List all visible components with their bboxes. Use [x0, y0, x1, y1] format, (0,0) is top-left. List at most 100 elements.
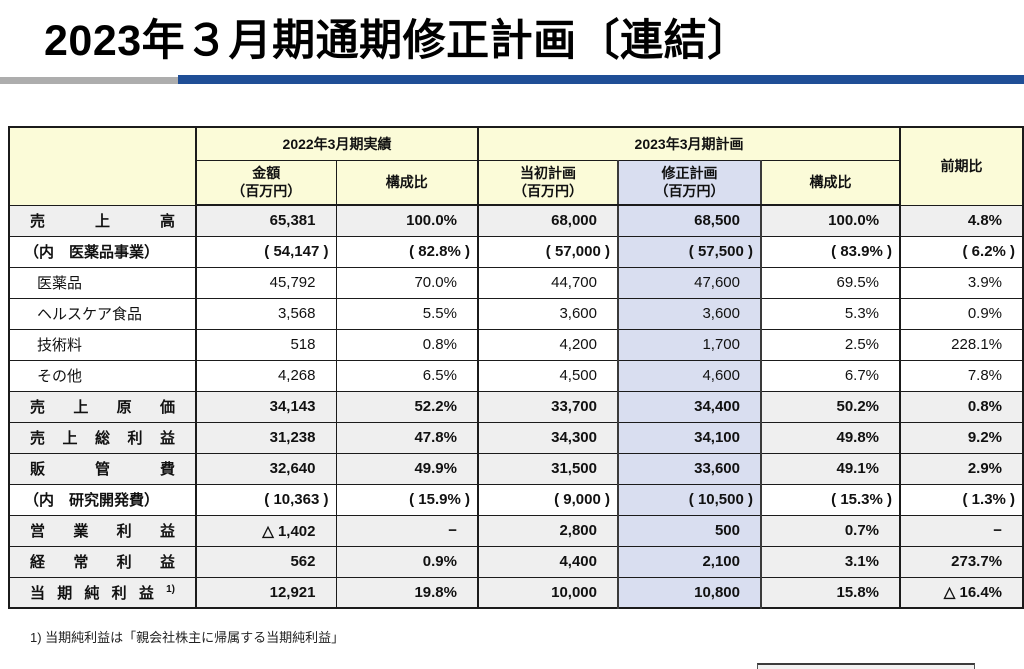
title-underline-blue-segment: [178, 75, 1024, 84]
column-header-revised-plan: 修正計画 （百万円）: [617, 159, 762, 206]
column-header-revised-plan-unit: （百万円）: [654, 183, 725, 200]
table-cell: 4,400: [477, 545, 619, 578]
column-header-ratio-2023: 構成比: [760, 159, 901, 206]
corner-cell: [8, 126, 197, 206]
table-row: 医薬品 45,792 70.0% 44,700 47,600 69.5% 3.9%: [8, 266, 1024, 299]
table-cell: 5.3%: [760, 297, 901, 330]
table-cell: 68,500: [617, 204, 762, 237]
table-cell: 2.9%: [899, 452, 1024, 485]
table-cell: 19.8%: [335, 576, 479, 609]
table-cell: −: [335, 514, 479, 547]
row-label: 技術料: [8, 328, 197, 361]
column-header-initial-plan-unit: （百万円）: [513, 183, 583, 200]
table-row: 当期純利益1) 12,921 19.8% 10,000 10,800 15.8% △ 16.…: [8, 576, 1024, 609]
column-header-yoy: 前期比: [899, 126, 1024, 206]
table-cell: 49.1%: [760, 452, 901, 485]
table-cell: ( 15.9% ): [335, 483, 479, 516]
table-row: 営業利益 △ 1,402−2,800 500 0.7% −: [8, 514, 1024, 547]
footnote: 1) 当期純利益は「親会社株主に帰属する当期純利益」: [30, 630, 345, 645]
column-header-revised-plan-label: 修正計画: [661, 165, 718, 182]
table-cell: ( 1.3% ): [899, 483, 1024, 516]
table-cell: 562: [195, 545, 337, 578]
row-label: （内 研究開発費）: [8, 483, 197, 516]
table-cell: 31,500: [477, 452, 619, 485]
table-cell: 0.8%: [335, 328, 479, 361]
table-cell: 31,238: [195, 421, 337, 454]
table-cell: ( 9,000 ): [477, 483, 619, 516]
table-cell: △ 1,402: [195, 514, 337, 547]
table-cell: △ 16.4%: [899, 576, 1024, 609]
table-row: （内 研究開発費）( 10,363 )( 15.9% )( 9,000 ) ( 1…: [8, 483, 1024, 516]
table-cell: 3,600: [477, 297, 619, 330]
table-cell: 1,700: [617, 328, 762, 361]
table-cell: 0.8%: [899, 390, 1024, 423]
table-cell: 34,300: [477, 421, 619, 454]
table-cell: 6.7%: [760, 359, 901, 392]
row-label: 売上総利益: [8, 421, 197, 454]
table-cell: 49.8%: [760, 421, 901, 454]
table-cell: 2.5%: [760, 328, 901, 361]
column-header-amount: 金額 （百万円）: [195, 159, 337, 206]
table-cell: 45,792: [195, 266, 337, 299]
table-cell: 5.5%: [335, 297, 479, 330]
table-row: 売上高 65,381 100.0% 68,000 68,500 100.0% 4.8%: [8, 204, 1024, 237]
column-header-ratio-2022: 構成比: [335, 159, 479, 206]
table-cell: 44,700: [477, 266, 619, 299]
table-cell: 33,700: [477, 390, 619, 423]
table-cell: 4,268: [195, 359, 337, 392]
table-row: 売上総利益 31,238 47.8% 34,300 34,100 49.8% 9.2%: [8, 421, 1024, 454]
table-cell: 34,100: [617, 421, 762, 454]
table-cell: 273.7%: [899, 545, 1024, 578]
table-cell: 3.1%: [760, 545, 901, 578]
table-cell: 65,381: [195, 204, 337, 237]
column-header-initial-plan-label: 当初計画: [520, 165, 576, 182]
table-cell: 68,000: [477, 204, 619, 237]
table-cell: 100.0%: [335, 204, 479, 237]
table-cell: 3,600: [617, 297, 762, 330]
table-row: （内 医薬品事業）( 54,147 )( 82.8% )( 57,000 )( …: [8, 235, 1024, 268]
table-cell: 4,600: [617, 359, 762, 392]
table-cell: 0.9%: [335, 545, 479, 578]
table-cell: ( 57,500 ): [617, 235, 762, 268]
table-cell: 33,600: [617, 452, 762, 485]
table-row: 技術料 518 0.8% 4,200 1,700 2.5% 228.1%: [8, 328, 1024, 361]
table-cell: 47.8%: [335, 421, 479, 454]
bottom-right-partial-box: [757, 663, 975, 669]
row-label: 売上原価: [8, 390, 197, 423]
row-label: （内 医薬品事業）: [8, 235, 197, 268]
table-cell: ( 83.9% ): [760, 235, 901, 268]
table-cell: 4,200: [477, 328, 619, 361]
column-header-amount-unit: （百万円）: [231, 183, 302, 200]
row-label: 経常利益: [8, 545, 197, 578]
table-cell: 15.8%: [760, 576, 901, 609]
table-cell: 3.9%: [899, 266, 1024, 299]
table-row: 販管費 32,640 49.9% 31,500 33,600 49.1% 2.9%: [8, 452, 1024, 485]
table-cell: 228.1%: [899, 328, 1024, 361]
table-cell: 34,400: [617, 390, 762, 423]
table-cell: −: [899, 514, 1024, 547]
row-label: 営業利益: [8, 514, 197, 547]
page-title: 2023年３月期通期修正計画〔連結〕: [44, 17, 751, 65]
table-cell: 50.2%: [760, 390, 901, 423]
row-label: 医薬品: [8, 266, 197, 299]
table-cell: ( 57,000 ): [477, 235, 619, 268]
column-group-2023: 2023年3月期計画: [476, 126, 901, 161]
table-cell: 52.2%: [335, 390, 479, 423]
title-underline-gray-segment: [0, 77, 178, 84]
table-cell: 500: [617, 514, 762, 547]
table-cell: 49.9%: [335, 452, 479, 485]
table-cell: 70.0%: [335, 266, 479, 299]
table-cell: 9.2%: [899, 421, 1024, 454]
row-label: ヘルスケア食品: [8, 297, 197, 330]
table-row: その他 4,268 6.5% 4,500 4,600 6.7% 7.8%: [8, 359, 1024, 392]
row-label: 販管費: [8, 452, 197, 485]
table-cell: ( 6.2% ): [899, 235, 1024, 268]
table-cell: ( 15.3% ): [760, 483, 901, 516]
table-cell: 2,800: [477, 514, 619, 547]
column-header-initial-plan: 当初計画 （百万円）: [477, 159, 619, 206]
title-underline: [0, 75, 1024, 84]
table-cell: 7.8%: [899, 359, 1024, 392]
table-cell: 47,600: [617, 266, 762, 299]
table-cell: ( 10,363 ): [195, 483, 337, 516]
